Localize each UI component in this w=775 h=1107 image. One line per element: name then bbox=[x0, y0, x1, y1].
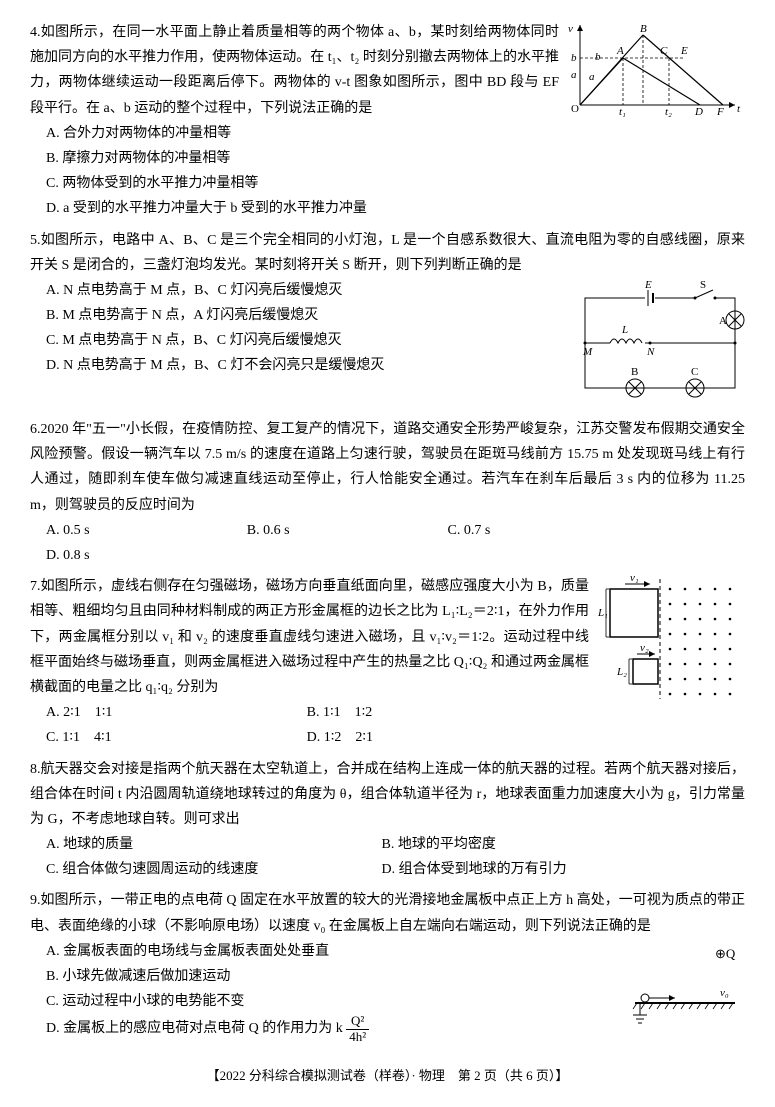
label-S: S bbox=[700, 279, 706, 291]
q4-opt-c: C. 两物体受到的水平推力冲量相等 bbox=[46, 171, 745, 196]
q6-options: A. 0.5 s B. 0.6 s C. 0.7 s D. 0.8 s bbox=[30, 518, 745, 568]
label-t1: t₁ bbox=[619, 106, 626, 118]
q7-opt-d: D. 1∶2 2∶1 bbox=[307, 725, 568, 750]
q4-options: A. 合外力对两物体的冲量相等 B. 摩擦力对两物体的冲量相等 C. 两物体受到… bbox=[30, 121, 745, 222]
q6-num: 6. bbox=[30, 422, 41, 437]
q4-opt-b: B. 摩擦力对两物体的冲量相等 bbox=[46, 146, 745, 171]
label-v0: v₀ bbox=[720, 987, 729, 999]
q7-opt-a: A. 2∶1 1∶1 bbox=[46, 700, 307, 725]
label-L: L bbox=[621, 324, 628, 336]
q6-text: 6.2020 年"五一"小长假，在疫情防控、复工复产的情况下，道路交通安全形势严… bbox=[30, 417, 745, 518]
label-v1: v₁ bbox=[630, 574, 639, 584]
q4-opt-d: D. a 受到的水平推力冲量大于 b 受到的水平推力冲量 bbox=[46, 196, 745, 221]
question-6: 6.2020 年"五一"小长假，在疫情防控、复工复产的情况下，道路交通安全形势严… bbox=[30, 417, 745, 568]
q8-opt-c: C. 组合体做匀速圆周运动的线速度 bbox=[46, 857, 382, 882]
label-b: b bbox=[595, 51, 601, 63]
label-Q: ⊕Q bbox=[715, 946, 736, 961]
q8-opt-b: B. 地球的平均密度 bbox=[382, 832, 718, 857]
q9-frac-den: 4h² bbox=[346, 1030, 369, 1044]
q8-options: A. 地球的质量 B. 地球的平均密度 C. 组合体做匀速圆周运动的线速度 D.… bbox=[30, 832, 745, 882]
q7-num: 7. bbox=[30, 579, 41, 594]
question-5: 5.如图所示，电路中 A、B、C 是三个完全相同的小灯泡，L 是一个自感系数很大… bbox=[30, 228, 745, 412]
q4-diagram: O v t A B C E D F t₁ t₂ a b b a bbox=[565, 20, 745, 129]
q9-fraction: Q² 4h² bbox=[346, 1014, 369, 1044]
question-4: O v t A B C E D F t₁ t₂ a b b a bbox=[30, 20, 745, 222]
q9-diagram: ⊕Q v₀ bbox=[625, 943, 745, 1042]
q6-body-text: 2020 年"五一"小长假，在疫情防控、复工复产的情况下，道路交通安全形势严峻复… bbox=[30, 422, 745, 513]
label-E: E bbox=[680, 45, 688, 57]
q6-opt-d: D. 0.8 s bbox=[46, 543, 207, 568]
label-D: D bbox=[694, 106, 703, 118]
q7-body-text: 如图所示，虚线右侧存在匀强磁场，磁场方向垂直纸面向里，磁感应强度大小为 B，质量… bbox=[30, 579, 589, 695]
label-B2: B bbox=[631, 366, 638, 378]
q7-options: A. 2∶1 1∶1 B. 1∶1 1∶2 C. 1∶1 4∶1 D. 1∶2 … bbox=[30, 700, 589, 750]
q6-opt-b: B. 0.6 s bbox=[247, 518, 408, 543]
label-B: B bbox=[640, 23, 647, 35]
label-C2: C bbox=[691, 366, 698, 378]
q9-frac-num: Q² bbox=[346, 1014, 369, 1029]
q4-body-text: 如图所示，在同一水平面上静止着质量相等的两个物体 a、b，某时刻给两物体同时施加… bbox=[30, 25, 559, 116]
footer-text: 【2022 分科综合模拟测试卷（样卷）· 物理 第 2 页（共 6 页）】 bbox=[207, 1068, 569, 1083]
label-A: A bbox=[616, 45, 624, 57]
label-M: M bbox=[582, 346, 593, 358]
label-L1: L₁ bbox=[597, 607, 608, 619]
q6-opt-c: C. 0.7 s bbox=[448, 518, 609, 543]
label-t2: t₂ bbox=[665, 106, 672, 118]
q8-opt-d: D. 组合体受到地球的万有引力 bbox=[382, 857, 718, 882]
label-C: C bbox=[660, 45, 668, 57]
question-7: v₁ L₁ v₂ L₂ 7.如图所示，虚线右侧存在匀强磁场，磁场方向垂直纸面向里… bbox=[30, 574, 745, 750]
q7-opt-c: C. 1∶1 4∶1 bbox=[46, 725, 307, 750]
q5-text: 5.如图所示，电路中 A、B、C 是三个完全相同的小灯泡，L 是一个自感系数很大… bbox=[30, 228, 745, 278]
q9-opt-d-pre: D. 金属板上的感应电荷对点电荷 Q 的作用力为 k bbox=[46, 1021, 343, 1036]
q9-body-text: 如图所示，一带正电的点电荷 Q 固定在水平放置的较大的光滑接地金属板中点正上方 … bbox=[30, 893, 745, 933]
label-O: O bbox=[571, 103, 579, 115]
label-A2: A bbox=[719, 315, 727, 327]
q7-diagram: v₁ L₁ v₂ L₂ bbox=[595, 574, 745, 713]
question-8: 8.航天器交会对接是指两个航天器在太空轨道上，合并成在结构上连成一体的航天器的过… bbox=[30, 757, 745, 883]
question-9: 9.如图所示，一带正电的点电荷 Q 固定在水平放置的较大的光滑接地金属板中点正上… bbox=[30, 888, 745, 1046]
q9-text: 9.如图所示，一带正电的点电荷 Q 固定在水平放置的较大的光滑接地金属板中点正上… bbox=[30, 888, 745, 938]
q7-opt-b: B. 1∶1 1∶2 bbox=[307, 700, 568, 725]
q9-num: 9. bbox=[30, 893, 41, 908]
q4-num: 4. bbox=[30, 25, 41, 40]
svg-text:b: b bbox=[571, 52, 577, 64]
q8-body-text: 航天器交会对接是指两个航天器在太空轨道上，合并成在结构上连成一体的航天器的过程。… bbox=[30, 762, 745, 827]
q8-num: 8. bbox=[30, 762, 41, 777]
label-v2: v₂ bbox=[640, 642, 649, 654]
q8-text: 8.航天器交会对接是指两个航天器在太空轨道上，合并成在结构上连成一体的航天器的过… bbox=[30, 757, 745, 833]
q6-opt-a: A. 0.5 s bbox=[46, 518, 207, 543]
q5-num: 5. bbox=[30, 233, 41, 248]
page-footer: 【2022 分科综合模拟测试卷（样卷）· 物理 第 2 页（共 6 页）】 bbox=[30, 1064, 745, 1087]
label-F: F bbox=[716, 106, 724, 118]
label-E: E bbox=[644, 279, 652, 291]
label-L2: L₂ bbox=[616, 666, 627, 678]
label-N: N bbox=[646, 346, 655, 358]
label-v: v bbox=[568, 23, 573, 35]
q8-opt-a: A. 地球的质量 bbox=[46, 832, 382, 857]
label-a: a bbox=[589, 71, 595, 83]
label-t: t bbox=[737, 103, 741, 115]
svg-text:a: a bbox=[571, 69, 577, 81]
q5-body-text: 如图所示，电路中 A、B、C 是三个完全相同的小灯泡，L 是一个自感系数很大、直… bbox=[30, 233, 745, 273]
q5-diagram: E S L M N A bbox=[575, 278, 745, 407]
